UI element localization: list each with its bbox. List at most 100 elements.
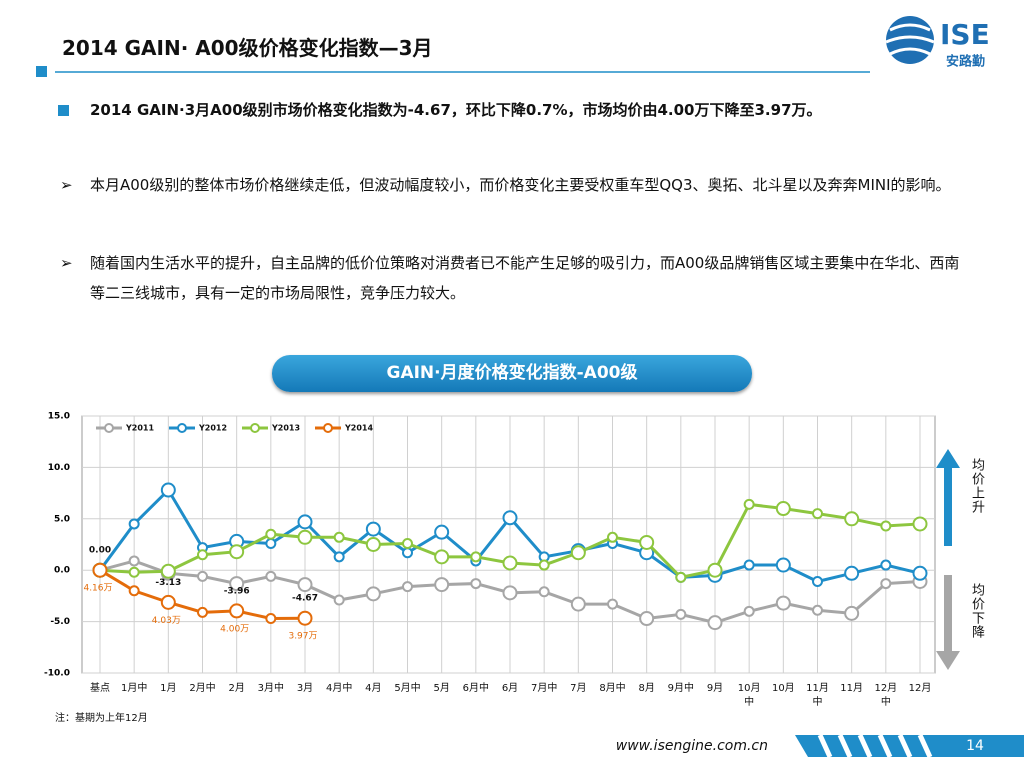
point (229, 576, 245, 592)
point (434, 524, 450, 540)
point (570, 545, 586, 561)
price-label: 4.00万 (220, 624, 249, 634)
bullet-mark (58, 105, 69, 116)
up-label: 均价上升 (969, 458, 984, 514)
point (538, 559, 550, 571)
point (265, 528, 277, 540)
point (160, 482, 176, 498)
x-tick-label: 1月 (160, 683, 177, 694)
point (607, 598, 618, 610)
x-tick-label: 6月中 (462, 683, 490, 694)
point (912, 565, 928, 581)
data-label: -4.67 (292, 594, 318, 604)
point (880, 520, 892, 532)
point (812, 604, 823, 616)
point (844, 565, 860, 581)
point (775, 557, 791, 573)
point (470, 578, 482, 590)
point (402, 547, 413, 559)
point (775, 595, 791, 611)
point (333, 531, 345, 543)
point (502, 555, 518, 571)
footer-url: www.isengine.com.cn (616, 738, 768, 754)
point (538, 586, 550, 598)
point (128, 518, 140, 530)
x-tick-label: 11月中 (806, 683, 829, 708)
point (844, 511, 860, 527)
slide-title: 2014 GAIN· A00级价格变化指数—3月 (62, 36, 433, 60)
point (880, 559, 892, 571)
x-tick-label: 5月 (433, 683, 450, 694)
x-tick-label: 2月 (228, 683, 245, 694)
point (434, 577, 450, 593)
point (229, 603, 245, 619)
point (402, 581, 413, 593)
note: 注：基期为上年12月 (55, 713, 148, 724)
x-tick-label: 12月 (908, 683, 932, 694)
point (743, 498, 755, 510)
point (297, 514, 313, 530)
point (502, 510, 518, 526)
x-tick-label: 12月中 (874, 683, 898, 708)
bullet-mark: ➢ (60, 254, 73, 272)
point (197, 549, 208, 561)
point (297, 577, 313, 593)
point (128, 566, 140, 578)
point (128, 585, 140, 597)
plot: 15.0 10.0 5.0 0.0 -5.0 -10.0 Y2011 Y2012 Y2013 0.… (44, 412, 935, 679)
point (333, 551, 345, 563)
legend-marker (177, 423, 187, 433)
x-tick-label: 8月中 (599, 683, 626, 694)
bullet: 2014 GAIN·3月A00级别市场价格变化指数为-4.67，环比下降0.7%… (58, 97, 960, 123)
data-label: -3.13 (155, 578, 181, 588)
point (502, 585, 518, 601)
point (197, 570, 208, 582)
point (880, 578, 892, 590)
point (229, 544, 245, 560)
x-tick-label: 6月 (501, 683, 519, 694)
point (197, 606, 208, 618)
bullet-text: 2014 GAIN·3月A00级别市场价格变化指数为-4.67，环比下降0.7%… (90, 101, 822, 119)
point (160, 563, 176, 579)
point (707, 615, 723, 631)
x-tick-label: 11月 (840, 683, 864, 694)
point (844, 605, 860, 621)
x-tick-label: 4月中 (325, 683, 353, 694)
point (402, 537, 413, 549)
y-tick-label: 15.0 (48, 412, 70, 422)
point (607, 531, 618, 543)
legend-marker (104, 423, 114, 433)
point (570, 596, 586, 612)
x-tick-label: 8月 (638, 683, 655, 694)
title-mark (36, 66, 47, 77)
x-tick-label: 10月 (771, 683, 795, 694)
point (743, 559, 755, 571)
legend-marker (323, 423, 333, 433)
y-tick-label: 0.0 (54, 566, 70, 576)
point (707, 562, 723, 578)
x-tick-label: 基点 (90, 683, 110, 694)
bullet-text: 随着国内生活水平的提升，自主品牌的低价位策略对消费者已不能产生足够的吸引力，而A… (90, 254, 960, 302)
bullet-text: 本月A00级别的整体市场价格继续走低，但波动幅度较小，而价格变化主要受权重车型Q… (90, 176, 951, 194)
x-tick-label: 10月中 (737, 683, 761, 708)
point (775, 501, 791, 517)
page-number: 14 (966, 738, 984, 754)
point (265, 537, 277, 549)
y-tick-label: -10.0 (44, 669, 70, 679)
point (743, 605, 755, 617)
data-label: 0.00 (89, 546, 111, 556)
logo-name: ISE (940, 18, 990, 51)
price-label: 4.03万 (152, 616, 181, 626)
legend-label: Y2014 (344, 424, 373, 433)
x-tick-label: 7月 (570, 683, 587, 694)
footer-bar (795, 735, 1024, 757)
legend-label: Y2011 (125, 424, 154, 433)
point (265, 570, 277, 582)
point (92, 562, 108, 578)
point (812, 508, 823, 520)
price-label: 4.16万 (83, 584, 112, 594)
point (333, 594, 345, 606)
x-tick-label: 1月中 (120, 683, 148, 694)
